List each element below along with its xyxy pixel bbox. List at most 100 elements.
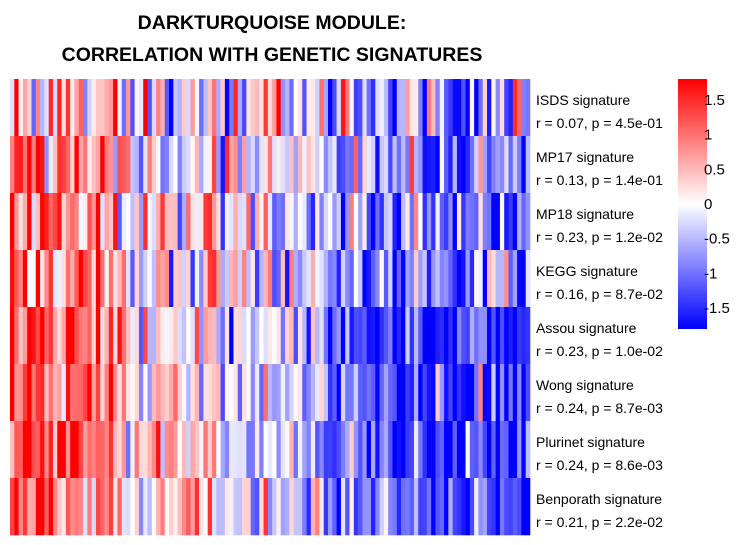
- heatmap-cell: [452, 421, 458, 479]
- heatmap-cell: [366, 136, 372, 194]
- heatmap-cell: [104, 307, 110, 365]
- heatmap-cell: [478, 193, 484, 251]
- heatmap-cell: [499, 79, 505, 137]
- heatmap-cell: [151, 421, 157, 479]
- heatmap-cell: [57, 193, 62, 251]
- heatmap-cell: [517, 193, 522, 251]
- heatmap-cell: [306, 79, 312, 137]
- heatmap-cell: [448, 307, 453, 365]
- heatmap-cell: [272, 307, 277, 365]
- heatmap-cell: [48, 478, 54, 536]
- heatmap-cell: [57, 79, 62, 137]
- heatmap-cell: [353, 421, 359, 479]
- heatmap-cell: [242, 307, 247, 365]
- heatmap-cell: [289, 307, 294, 365]
- heatmap-cell: [14, 364, 19, 422]
- heatmap-cell: [177, 364, 183, 422]
- heatmap-cell: [113, 193, 118, 251]
- heatmap-cell: [164, 250, 170, 308]
- heatmap-cell: [52, 136, 58, 194]
- heatmap-cell: [173, 250, 178, 308]
- heatmap-cell: [456, 136, 462, 194]
- heatmap-cell: [345, 307, 350, 365]
- heatmap-cell: [194, 136, 200, 194]
- heatmap-cell: [134, 364, 140, 422]
- heatmap-cell: [156, 307, 161, 365]
- heatmap-cell: [336, 193, 342, 251]
- heatmap-cell: [396, 364, 402, 422]
- heatmap-cell: [452, 250, 458, 308]
- heatmap-cell: [10, 193, 15, 251]
- heatmap-cell: [121, 478, 127, 536]
- heatmap-cell: [78, 193, 84, 251]
- heatmap-cell: [370, 421, 376, 479]
- heatmap-cell: [401, 79, 406, 137]
- heatmap-cell: [48, 421, 54, 479]
- heatmap-cell: [465, 79, 471, 137]
- heatmap-cell: [461, 307, 466, 365]
- row-label-name: ISDS signature: [536, 92, 630, 108]
- heatmap-cell: [169, 250, 174, 308]
- heatmap-cell: [413, 250, 419, 308]
- heatmap-cell: [362, 364, 367, 422]
- heatmap-cell: [31, 79, 37, 137]
- heatmap-cell: [169, 421, 174, 479]
- heatmap-cell: [302, 136, 307, 194]
- heatmap-cell: [259, 307, 264, 365]
- heatmap-cell: [259, 250, 264, 308]
- heatmap-cell: [181, 421, 187, 479]
- heatmap-cell: [267, 364, 273, 422]
- heatmap-cell: [349, 364, 355, 422]
- heatmap-cell: [297, 250, 303, 308]
- row-label-stat: r = 0.24, p = 8.6e-03: [536, 457, 663, 473]
- heatmap-cell: [392, 79, 398, 137]
- heatmap-cell: [147, 79, 153, 137]
- heatmap-cell: [121, 193, 127, 251]
- heatmap-cell: [285, 478, 290, 536]
- heatmap-cell: [444, 364, 449, 422]
- heatmap-cell: [95, 478, 101, 536]
- heatmap-cell: [61, 421, 67, 479]
- heatmap-cell: [431, 250, 436, 308]
- heatmap-cell: [156, 136, 161, 194]
- heatmap-cell: [91, 307, 97, 365]
- heatmap-cell: [108, 193, 114, 251]
- heatmap-cell: [211, 478, 217, 536]
- heatmap-cell: [246, 307, 251, 365]
- heatmap-cell: [138, 421, 144, 479]
- legend-tick-label: 1: [704, 127, 712, 144]
- heatmap-cell: [435, 250, 441, 308]
- heatmap-cell: [478, 478, 484, 536]
- heatmap-cell: [18, 79, 24, 137]
- heatmap-cell: [126, 136, 131, 194]
- heatmap-cell: [302, 364, 307, 422]
- heatmap-cell: [426, 364, 432, 422]
- heatmap-cell: [379, 364, 385, 422]
- heatmap-cell: [452, 364, 458, 422]
- heatmap-cell: [362, 421, 367, 479]
- heatmap-cell: [448, 79, 453, 137]
- heatmap-cell: [285, 250, 290, 308]
- heatmap-cell: [169, 364, 174, 422]
- heatmap-cell: [169, 79, 174, 137]
- heatmap-cell: [173, 478, 178, 536]
- heatmap-cell: [469, 307, 475, 365]
- heatmap-cell: [370, 478, 376, 536]
- heatmap-cell: [242, 364, 247, 422]
- legend-tick-label: -1: [704, 265, 717, 282]
- heatmap-cell: [388, 250, 393, 308]
- heatmap-cell: [224, 136, 230, 194]
- heatmap-cell: [151, 478, 157, 536]
- heatmap-cell: [422, 250, 428, 308]
- heatmap-cell: [83, 421, 88, 479]
- heatmap-cell: [164, 421, 170, 479]
- heatmap-cell: [465, 307, 471, 365]
- heatmap-cell: [285, 79, 290, 137]
- heatmap-cell: [315, 136, 320, 194]
- legend-tick-label: -0.5: [704, 231, 730, 248]
- heatmap-cell: [134, 421, 140, 479]
- heatmap-cell: [289, 250, 294, 308]
- heatmap-cell: [216, 193, 221, 251]
- heatmap-cell: [27, 250, 32, 308]
- heatmap-cell: [117, 193, 123, 251]
